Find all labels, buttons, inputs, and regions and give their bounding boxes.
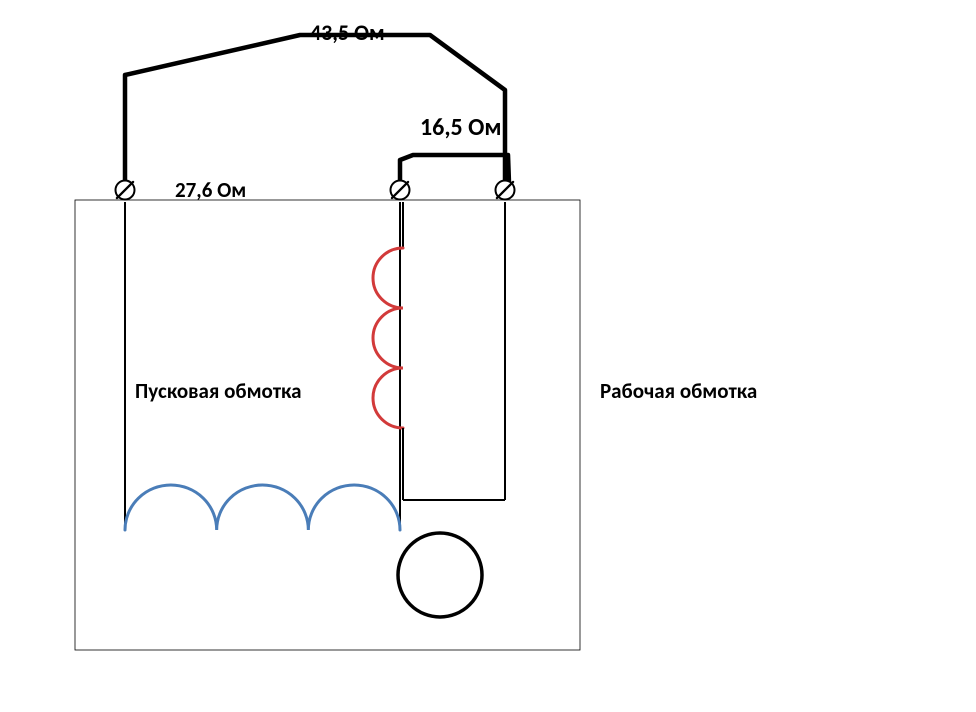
- measure-label-27-6: 27,6 Ом: [175, 177, 246, 203]
- terminal-t2: [391, 181, 410, 200]
- measure-label-43-5: 43,5 Ом: [310, 19, 385, 46]
- terminal-t1: [116, 181, 135, 200]
- start-winding-label: Пусковая обмотка: [135, 378, 302, 404]
- terminal-t3: [496, 181, 515, 200]
- compressor-winding-diagram: Пусковая обмотка Рабочая обмотка 43,5 Ом 16…: [0, 0, 976, 712]
- run-winding-label: Рабочая обмотка: [600, 378, 757, 404]
- measure-label-16-5: 16,5 Ом: [420, 113, 501, 142]
- rotor-circle: [398, 533, 482, 617]
